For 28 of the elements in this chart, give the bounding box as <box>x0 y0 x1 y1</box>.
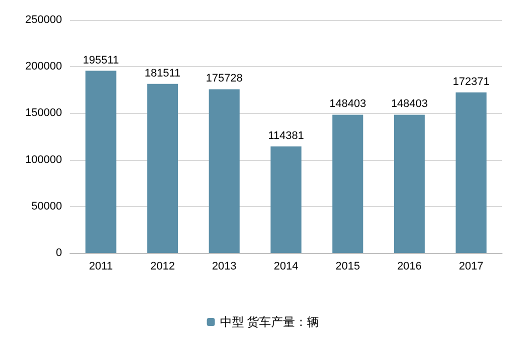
x-tick-label: 2016 <box>397 260 422 272</box>
data-label: 148403 <box>391 98 428 110</box>
y-tick-label: 200000 <box>25 60 62 73</box>
y-tick-label: 100000 <box>25 154 62 166</box>
x-tick-label: 2013 <box>212 260 237 272</box>
bar <box>394 114 425 253</box>
bar <box>456 92 487 253</box>
data-label: 195511 <box>82 54 119 66</box>
bar <box>332 114 364 253</box>
y-tick-label: 50000 <box>31 200 62 212</box>
x-tick-label: 2017 <box>458 260 484 272</box>
bar <box>85 70 116 253</box>
x-tick-label: 2012 <box>150 260 175 272</box>
y-tick-label: 150000 <box>25 107 62 120</box>
y-tick-label: 0 <box>56 247 62 259</box>
data-label: 114381 <box>268 130 304 142</box>
data-label: 181511 <box>144 67 181 80</box>
y-tick-label: 250000 <box>25 14 62 26</box>
data-label: 148403 <box>329 98 366 110</box>
x-tick-label: 2015 <box>335 260 360 272</box>
bar <box>270 146 302 253</box>
legend-label: 中型 货车产量：辆 <box>220 315 320 329</box>
data-label: 175728 <box>206 72 243 85</box>
bar <box>147 84 178 253</box>
x-tick-label: 2011 <box>89 260 113 272</box>
data-label: 172371 <box>452 76 490 88</box>
x-tick-label: 2014 <box>274 260 298 272</box>
bar <box>208 89 240 253</box>
